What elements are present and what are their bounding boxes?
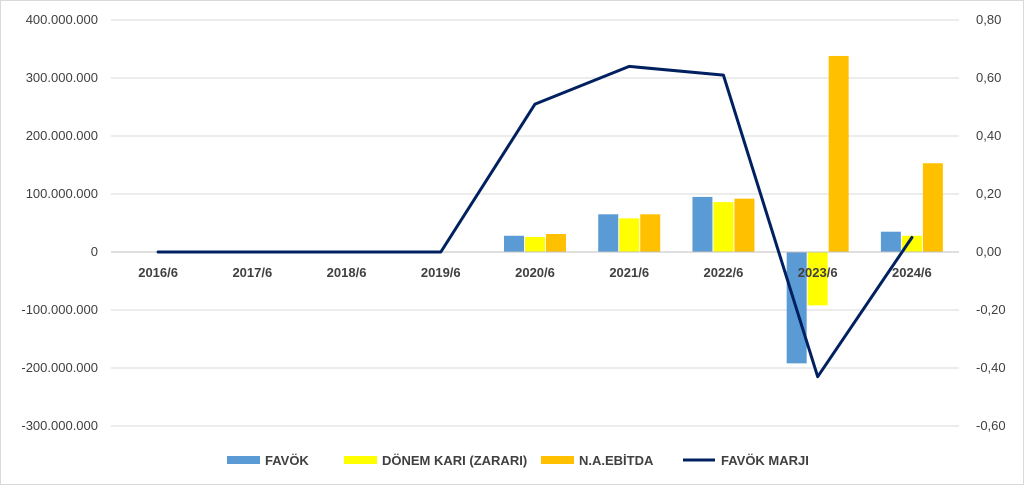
- bar: [713, 202, 734, 252]
- bar: [901, 235, 922, 252]
- gridlines: [111, 19, 959, 427]
- left-tick-label: 200.000.000: [26, 128, 98, 143]
- category-label: 2022/6: [704, 265, 744, 280]
- legend-label: FAVÖK MARJI: [721, 453, 809, 468]
- bar: [504, 235, 524, 252]
- category-label: 2017/6: [232, 265, 272, 280]
- bar: [922, 163, 943, 252]
- right-tick-label: -0,60: [976, 418, 1006, 433]
- bar: [692, 196, 713, 252]
- category-label: 2024/6: [892, 265, 932, 280]
- bar: [640, 214, 661, 252]
- right-tick-label: 0,60: [976, 70, 1001, 85]
- left-tick-label: 100.000.000: [26, 186, 98, 201]
- bar: [598, 214, 619, 252]
- margin-line: [156, 64, 914, 379]
- left-tick-label: -300.000.000: [21, 418, 98, 433]
- bar: [525, 236, 545, 252]
- left-tick-label: 400.000.000: [26, 12, 98, 27]
- bar: [807, 252, 828, 306]
- bar: [880, 231, 901, 252]
- left-tick-label: -200.000.000: [21, 360, 98, 375]
- right-tick-label: 0,20: [976, 186, 1001, 201]
- category-label: 2018/6: [327, 265, 367, 280]
- left-axis-ticks: 400.000.000 300.000.000 200.000.000 100.000…: [21, 12, 98, 433]
- legend-swatch: [227, 456, 260, 464]
- legend-swatch: [344, 456, 377, 464]
- series-line: [156, 64, 914, 379]
- right-tick-label: -0,20: [976, 302, 1006, 317]
- category-label: 2021/6: [609, 265, 649, 280]
- category-label: 2019/6: [421, 265, 461, 280]
- category-label: 2016/6: [138, 265, 178, 280]
- bar: [734, 198, 755, 252]
- category-label: 2020/6: [515, 265, 555, 280]
- right-tick-label: 0,80: [976, 12, 1001, 27]
- left-tick-label: 0: [91, 244, 98, 259]
- bar: [546, 234, 566, 252]
- category-label: 2023/6: [798, 265, 838, 280]
- legend-label: FAVÖK: [265, 453, 309, 468]
- bar: [828, 55, 849, 253]
- category-labels: 2016/6 2017/6 2018/6 2019/6 2020/6 2021/6 2022…: [138, 265, 932, 280]
- left-tick-label: -100.000.000: [21, 302, 98, 317]
- right-tick-label: 0,00: [976, 244, 1001, 259]
- bars: [504, 55, 943, 364]
- bar: [619, 218, 640, 252]
- left-tick-label: 300.000.000: [26, 70, 98, 85]
- legend-label: DÖNEM KARI (ZARARI): [382, 453, 527, 468]
- legend: FAVÖK DÖNEM KARI (ZARARI) N.A.EBİTDA FAVÖK …: [227, 453, 809, 468]
- right-tick-label: -0,40: [976, 360, 1006, 375]
- right-axis-ticks: 0,80 0,60 0,40 0,20 0,00 -0,20 -0,40 -0,60: [976, 12, 1006, 433]
- legend-label: N.A.EBİTDA: [579, 453, 654, 468]
- legend-swatch: [541, 456, 574, 464]
- right-tick-label: 0,40: [976, 128, 1001, 143]
